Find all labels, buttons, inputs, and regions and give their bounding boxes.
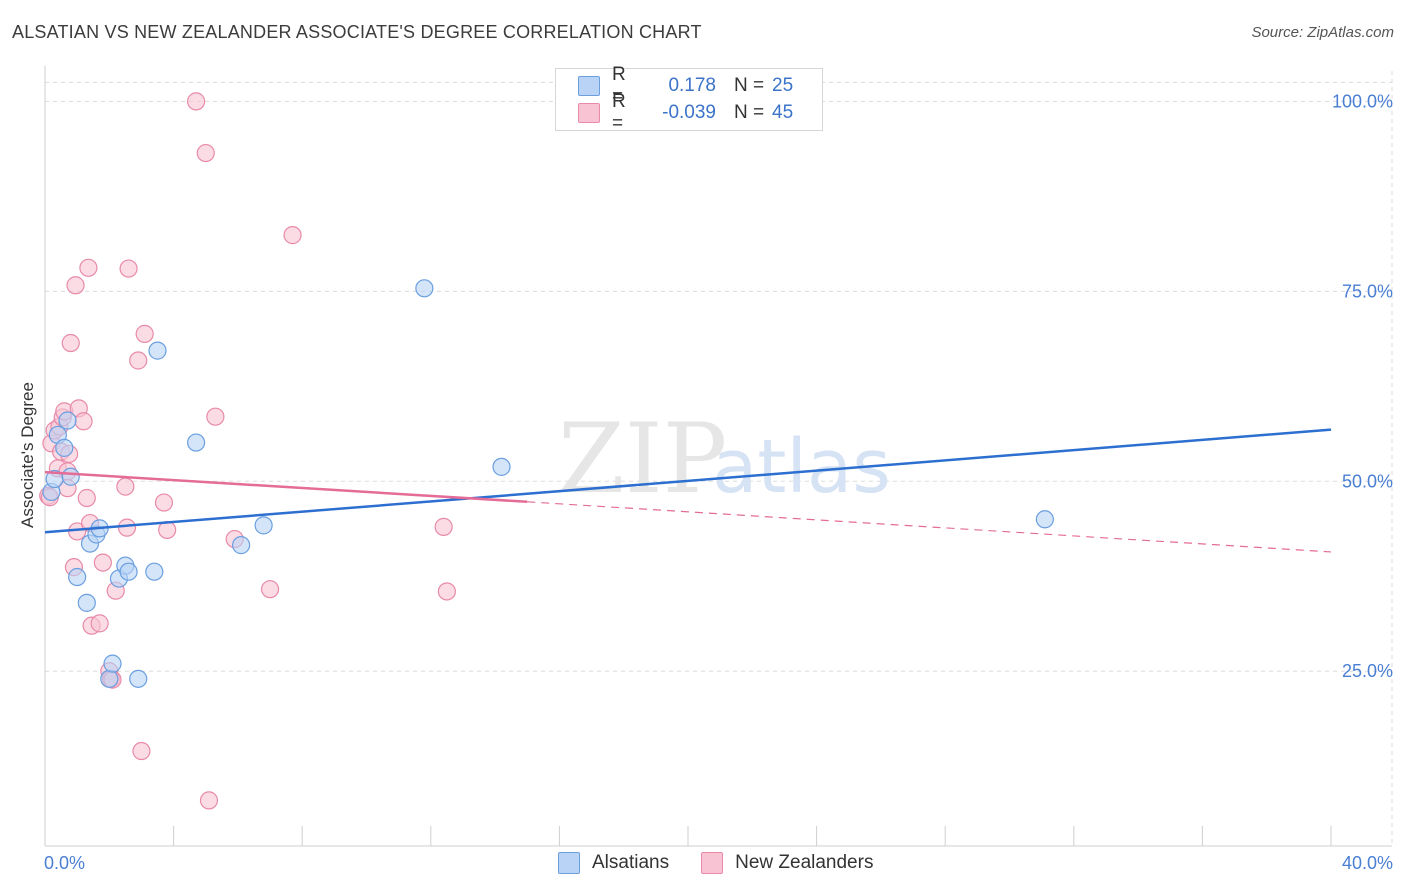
x-tick-label: 0.0% bbox=[44, 853, 85, 873]
new-zealanders-point bbox=[206, 407, 225, 426]
legend-item-new-zealanders[interactable]: New Zealanders bbox=[701, 852, 873, 874]
new-zealanders-point bbox=[283, 226, 302, 245]
new-zealanders-point bbox=[77, 488, 96, 508]
r-label: R = bbox=[612, 91, 626, 134]
alsatians-point bbox=[254, 516, 273, 535]
new-zealanders-point bbox=[79, 258, 98, 277]
r-value: -0.039 bbox=[662, 102, 716, 123]
axes bbox=[44, 66, 1392, 847]
new-zealanders-point bbox=[135, 324, 154, 343]
y-tick-label: 25.0% bbox=[1342, 661, 1393, 681]
new-zealanders-point bbox=[66, 276, 85, 295]
x-tick-label: 40.0% bbox=[1342, 853, 1393, 873]
legend-row-new-zealanders: R = -0.039 N = 45 bbox=[578, 91, 794, 134]
new-zealanders-point bbox=[437, 582, 456, 601]
new-zealanders-point bbox=[154, 493, 174, 512]
alsatians-points bbox=[42, 279, 1054, 688]
alsatians-point bbox=[232, 536, 251, 555]
new-zealanders-point bbox=[116, 477, 135, 496]
series-legend: Alsatians New Zealanders bbox=[558, 852, 905, 874]
new-zealanders-trend-line bbox=[44, 470, 528, 504]
r-label: R = bbox=[612, 64, 626, 107]
new-zealanders-point bbox=[199, 791, 219, 810]
stats-legend: R = 0.178 N = 25 R = -0.039 N = 45 bbox=[555, 64, 823, 134]
new-zealanders-point bbox=[260, 580, 280, 599]
alsatians-point bbox=[58, 411, 77, 430]
legend-label-new-zealanders: New Zealanders bbox=[735, 852, 874, 873]
alsatians-point bbox=[415, 279, 434, 298]
trend-lines bbox=[44, 428, 1332, 553]
alsatians-point bbox=[55, 438, 74, 457]
new-zealanders-point bbox=[119, 259, 138, 278]
n-label: N = bbox=[734, 75, 765, 96]
new-zealanders-point bbox=[434, 517, 453, 536]
watermark: ZIP atlas bbox=[558, 403, 891, 515]
alsatians-point bbox=[492, 457, 511, 476]
alsatians-point bbox=[145, 562, 164, 581]
watermark-zip: ZIP bbox=[558, 403, 727, 515]
alsatians-point bbox=[103, 654, 122, 673]
alsatians-point bbox=[68, 567, 87, 587]
alsatians-point bbox=[119, 562, 138, 581]
legend-label-alsatians: Alsatians bbox=[592, 852, 670, 873]
alsatians-point bbox=[1035, 510, 1054, 529]
new-zealanders-point bbox=[129, 351, 148, 370]
new-zealanders-point bbox=[132, 741, 151, 761]
new-zealanders-points bbox=[39, 92, 456, 810]
n-label: N = bbox=[734, 102, 765, 123]
alsatians-point bbox=[77, 593, 96, 612]
y-tick-label: 50.0% bbox=[1342, 471, 1393, 491]
alsatians-point bbox=[148, 341, 167, 360]
alsatians-trend-line bbox=[44, 428, 1332, 534]
n-value: 45 bbox=[772, 102, 794, 123]
alsatians-point bbox=[187, 433, 206, 452]
new-zealanders-legend-swatch bbox=[701, 852, 724, 874]
new-zealanders-point bbox=[196, 143, 215, 163]
n-value: 25 bbox=[772, 75, 794, 96]
alsatians-point bbox=[129, 669, 148, 688]
tick-labels: 25.0% 50.0% 75.0% 100.0% 0.0% 40.0% bbox=[44, 91, 1393, 873]
y-tick-label: 100.0% bbox=[1332, 91, 1393, 111]
r-value: 0.178 bbox=[668, 75, 716, 96]
alsatians-legend-swatch bbox=[558, 852, 580, 874]
new-zealanders-point bbox=[187, 92, 206, 111]
legend-item-alsatians[interactable]: Alsatians bbox=[558, 852, 669, 874]
new-zealanders-point bbox=[117, 518, 137, 537]
alsatians-swatch bbox=[578, 76, 600, 96]
alsatians-point bbox=[61, 467, 80, 486]
new-zealanders-point bbox=[61, 333, 80, 353]
new-zealanders-point bbox=[93, 553, 112, 572]
chart-source: Source: ZipAtlas.com bbox=[1251, 24, 1394, 41]
new-zealanders-swatch bbox=[578, 103, 600, 123]
grid-lines bbox=[45, 71, 1393, 846]
y-tick-label: 75.0% bbox=[1342, 281, 1393, 301]
chart-title: ALSATIAN VS NEW ZEALANDER ASSOCIATE'S DE… bbox=[12, 22, 702, 42]
new-zealanders-point bbox=[90, 614, 109, 633]
new-zealanders-point bbox=[74, 412, 93, 431]
alsatians-point bbox=[100, 669, 119, 688]
legend-row-alsatians: R = 0.178 N = 25 bbox=[578, 64, 794, 107]
